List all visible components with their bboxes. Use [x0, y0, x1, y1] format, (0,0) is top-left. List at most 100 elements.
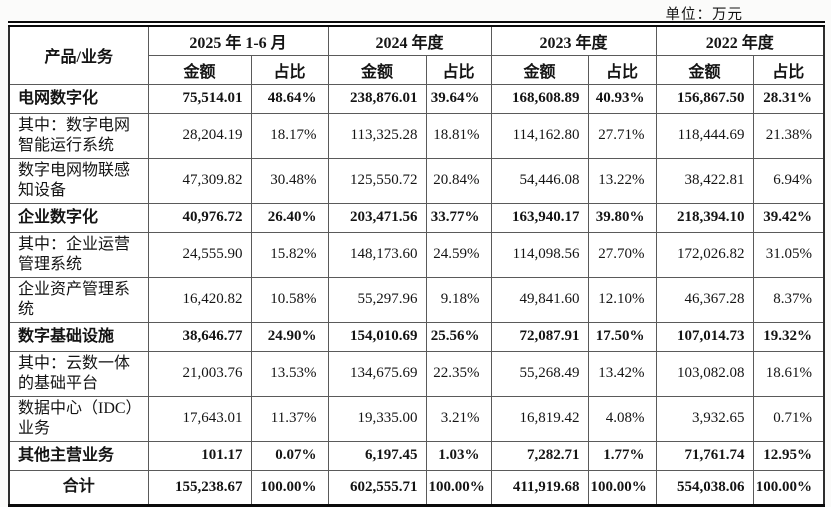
- amount-cell: 156,867.50: [655, 83, 754, 114]
- ratio-cell: 48.64%: [250, 83, 329, 114]
- amount-cell: 554,038.06: [655, 469, 754, 507]
- ratio-cell: 0.07%: [250, 440, 329, 471]
- ratio-cell: 9.18%: [425, 276, 492, 323]
- header-ratio-2024: 占比: [425, 54, 492, 85]
- ratio-cell: 10.58%: [250, 276, 329, 323]
- ratio-cell: 18.61%: [752, 350, 825, 397]
- amount-cell: 134,675.69: [327, 350, 427, 397]
- amount-cell: 114,098.56: [490, 231, 589, 278]
- header-period-row: 产品/业务 2025 年 1-6 月 2024 年度 2023 年度 2022 …: [8, 23, 825, 85]
- header-period-2022: 2022 年度: [655, 23, 825, 56]
- row-label: 数字电网物联感知设备: [8, 157, 149, 204]
- amount-cell: 72,087.91: [490, 321, 589, 352]
- amount-cell: 114,162.80: [490, 112, 589, 159]
- ratio-cell: 12.95%: [752, 440, 825, 471]
- amount-cell: 3,932.65: [655, 395, 754, 442]
- amount-cell: 47,309.82: [147, 157, 252, 204]
- amount-cell: 49,841.60: [490, 276, 589, 323]
- amount-cell: 38,646.77: [147, 321, 252, 352]
- amount-cell: 24,555.90: [147, 231, 252, 278]
- ratio-cell: 26.40%: [250, 202, 329, 233]
- ratio-cell: 20.84%: [425, 157, 492, 204]
- header-ratio-2023: 占比: [587, 54, 657, 85]
- header-period-2023: 2023 年度: [490, 23, 657, 56]
- amount-cell: 55,268.49: [490, 350, 589, 397]
- amount-cell: 148,173.60: [327, 231, 427, 278]
- amount-cell: 46,367.28: [655, 276, 754, 323]
- row-label: 企业数字化: [8, 202, 149, 233]
- amount-cell: 16,819.42: [490, 395, 589, 442]
- header-ratio-2025h1: 占比: [250, 54, 329, 85]
- ratio-cell: 15.82%: [250, 231, 329, 278]
- header-product-business: 产品/业务: [8, 23, 149, 85]
- ratio-cell: 8.37%: [752, 276, 825, 323]
- amount-cell: 163,940.17: [490, 202, 589, 233]
- header-amount-2022: 金额: [655, 54, 754, 85]
- ratio-cell: 18.17%: [250, 112, 329, 159]
- ratio-cell: 21.38%: [752, 112, 825, 159]
- ratio-cell: 25.56%: [425, 321, 492, 352]
- ratio-cell: 19.32%: [752, 321, 825, 352]
- amount-cell: 17,643.01: [147, 395, 252, 442]
- ratio-cell: 1.03%: [425, 440, 492, 471]
- table-row: 数字电网物联感知设备 47,309.82 30.48% 125,550.72 20.84…: [8, 157, 825, 204]
- amount-cell: 103,082.08: [655, 350, 754, 397]
- header-amount-2024: 金额: [327, 54, 427, 85]
- header-subhead-row: 金额 占比 金额 占比 金额 占比 金额 占比: [9, 54, 825, 85]
- row-label: 数字基础设施: [8, 321, 149, 352]
- header-ratio-2022: 占比: [752, 54, 825, 85]
- ratio-cell: 33.77%: [425, 202, 492, 233]
- row-label: 其中：云数一体的基础平台: [8, 350, 149, 397]
- ratio-cell: 31.05%: [752, 231, 825, 278]
- table-row: 其中：数字电网智能运行系统 28,204.19 18.17% 113,325.28 18…: [8, 112, 825, 159]
- amount-cell: 54,446.08: [490, 157, 589, 204]
- amount-cell: 107,014.73: [655, 321, 754, 352]
- ratio-cell: 40.93%: [587, 83, 657, 114]
- table-body: 电网数字化 75,514.01 48.64% 238,876.01 39.64% 168,…: [8, 83, 825, 507]
- amount-cell: 125,550.72: [327, 157, 427, 204]
- amount-cell: 38,422.81: [655, 157, 754, 204]
- table-row: 其他主营业务 101.17 0.07% 6,197.45 1.03% 7,282.71 1.…: [8, 440, 825, 471]
- ratio-cell: 30.48%: [250, 157, 329, 204]
- amount-cell: 7,282.71: [490, 440, 589, 471]
- amount-cell: 203,471.56: [327, 202, 427, 233]
- ratio-cell: 13.42%: [587, 350, 657, 397]
- ratio-cell: 27.70%: [587, 231, 657, 278]
- amount-cell: 40,976.72: [147, 202, 252, 233]
- ratio-cell: 6.94%: [752, 157, 825, 204]
- amount-cell: 154,010.69: [327, 321, 427, 352]
- ratio-cell: 100.00%: [425, 469, 492, 507]
- header-period-2024: 2024 年度: [327, 23, 492, 56]
- total-row: 合计 155,238.67 100.00% 602,555.71 100.00% 411,…: [8, 469, 825, 507]
- amount-cell: 113,325.28: [327, 112, 427, 159]
- amount-cell: 55,297.96: [327, 276, 427, 323]
- table-row: 电网数字化 75,514.01 48.64% 238,876.01 39.64% 168,…: [8, 83, 825, 114]
- row-label: 企业资产管理系统: [8, 276, 149, 323]
- table-row: 数字基础设施 38,646.77 24.90% 154,010.69 25.56% 72,…: [8, 321, 825, 352]
- header-amount-2025h1: 金额: [147, 54, 252, 85]
- ratio-cell: 11.37%: [250, 395, 329, 442]
- ratio-cell: 39.42%: [752, 202, 825, 233]
- amount-cell: 16,420.82: [147, 276, 252, 323]
- row-label: 其中：企业运营管理系统: [8, 231, 149, 278]
- amount-cell: 218,394.10: [655, 202, 754, 233]
- amount-cell: 411,919.68: [490, 469, 589, 507]
- ratio-cell: 39.80%: [587, 202, 657, 233]
- amount-cell: 168,608.89: [490, 83, 589, 114]
- ratio-cell: 0.71%: [752, 395, 825, 442]
- table-row: 企业数字化 40,976.72 26.40% 203,471.56 33.77% 163,…: [8, 202, 825, 233]
- row-label: 数据中心（IDC）业务: [8, 395, 149, 442]
- ratio-cell: 22.35%: [425, 350, 492, 397]
- amount-cell: 71,761.74: [655, 440, 754, 471]
- table-row: 企业资产管理系统 16,420.82 10.58% 55,297.96 9.18% 49,…: [8, 276, 825, 323]
- amount-cell: 21,003.76: [147, 350, 252, 397]
- ratio-cell: 27.71%: [587, 112, 657, 159]
- ratio-cell: 28.31%: [752, 83, 825, 114]
- row-label: 其中：数字电网智能运行系统: [8, 112, 149, 159]
- ratio-cell: 4.08%: [587, 395, 657, 442]
- revenue-breakdown-table: 产品/业务 2025 年 1-6 月 2024 年度 2023 年度 2022 …: [8, 21, 826, 507]
- ratio-cell: 13.53%: [250, 350, 329, 397]
- amount-cell: 101.17: [147, 440, 252, 471]
- ratio-cell: 100.00%: [250, 469, 329, 507]
- row-label: 其他主营业务: [8, 440, 149, 471]
